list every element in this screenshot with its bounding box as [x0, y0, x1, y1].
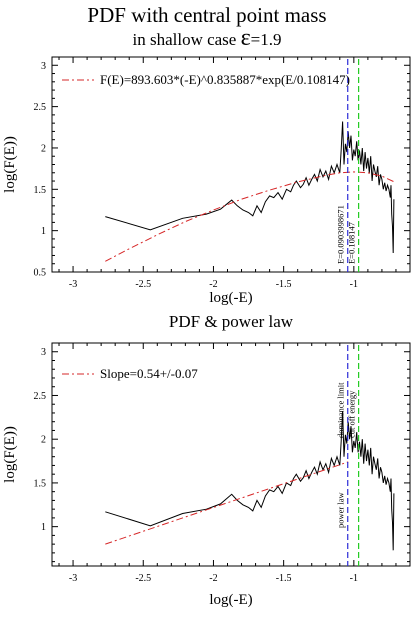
x-tick-label: -1	[350, 573, 358, 584]
subtitle-suffix: =1.9	[251, 30, 282, 49]
x-axis-title: log(-E)	[209, 592, 252, 608]
dominance-line-label: E=0.0903998671	[336, 205, 346, 264]
x-tick-label: -1.5	[276, 279, 292, 290]
y-tick-label: 0.5	[34, 268, 47, 279]
cutoff-line-label: cut off energy	[347, 390, 357, 438]
y-tick-label: 2.5	[34, 102, 47, 113]
y-tick-label: 2	[41, 435, 46, 446]
dominance-line-label: dominance limit	[336, 382, 346, 438]
x-tick-label: -1.5	[276, 573, 292, 584]
subtitle-prefix: in shallow case	[132, 30, 240, 49]
y-tick-label: 1.5	[34, 185, 47, 196]
x-tick-label: -3	[69, 573, 77, 584]
y-tick-label: 2	[41, 143, 46, 154]
x-tick-label: -2.5	[135, 279, 151, 290]
y-axis-title: log(F(E))	[2, 136, 18, 193]
x-axis-title: log(-E)	[209, 290, 252, 306]
y-tick-label: 1	[41, 522, 46, 533]
y-axis-title: log(F(E))	[2, 426, 18, 483]
x-tick-label: -2.5	[135, 573, 151, 584]
x-tick-label: -2	[209, 279, 217, 290]
data-curve	[105, 411, 395, 551]
y-tick-label: 1	[41, 226, 46, 237]
x-tick-label: -3	[69, 279, 77, 290]
bottom-chart-panel: PDF & power law -3 -2.5 -2 -1.5 -1 1 1.5 2 2.5 3 lo…	[2, 312, 411, 608]
epsilon-symbol: ε	[241, 25, 251, 51]
x-tick-label: -2	[209, 573, 217, 584]
y-tick-label: 1.5	[34, 478, 47, 489]
top-chart-panel: -3 -2.5 -2 -1.5 -1 0.5 1 1.5 2 2.5 3 log(-E) log(F(E…	[2, 56, 411, 306]
dominance-line-label-bottom: power law	[336, 491, 346, 528]
chart-title: PDF & power law	[169, 312, 294, 331]
fit-curve	[105, 461, 349, 545]
legend-label: F(E)=893.603*(-E)^0.835887*exp(E/0.10814…	[100, 72, 350, 87]
y-tick-label: 3	[41, 61, 46, 72]
y-tick-label: 2.5	[34, 391, 47, 402]
fit-curve	[105, 171, 397, 262]
x-tick-label: -1	[350, 279, 358, 290]
legend-label: Slope=0.54+/-0.07	[100, 366, 198, 381]
plot-frame	[51, 342, 411, 567]
cutoff-line-label: E=0.108147	[347, 222, 357, 264]
figure-subtitle: in shallow case ε=1.9	[132, 25, 281, 51]
y-tick-label: 3	[41, 347, 46, 358]
figure-title: PDF with central point mass	[87, 3, 326, 27]
data-curve	[105, 121, 395, 254]
